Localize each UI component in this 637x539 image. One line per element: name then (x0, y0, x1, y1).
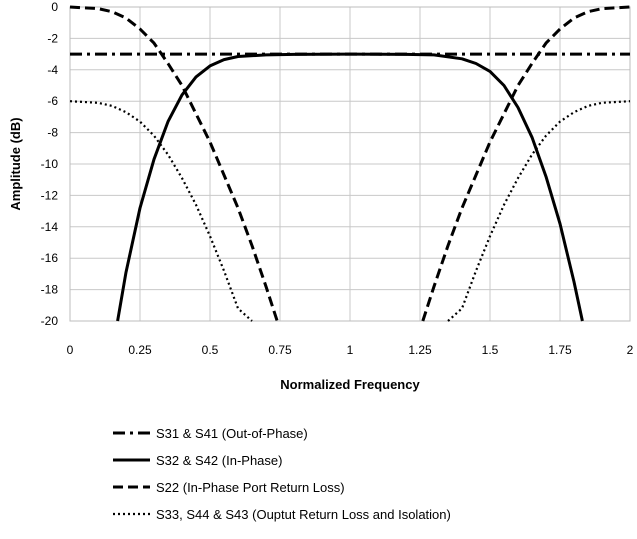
legend-label: S32 & S42 (In-Phase) (156, 453, 282, 468)
series-line (69, 5, 279, 322)
plot-area (69, 6, 631, 322)
y-tick-label: -16 (41, 251, 59, 265)
y-tick-label: -14 (41, 220, 59, 234)
series-2 (116, 52, 584, 322)
x-tick-label: 1.5 (482, 343, 499, 357)
y-tick-label: -18 (41, 283, 59, 297)
x-tick-label: 0.25 (128, 343, 152, 357)
y-tick-label: -12 (41, 188, 59, 202)
series-line (69, 100, 253, 322)
y-tick-label: -20 (41, 314, 59, 328)
y-tick-label: 0 (51, 0, 58, 14)
grid (69, 6, 631, 322)
x-tick-label: 1.25 (408, 343, 432, 357)
legend-label: S33, S44 & S43 (Ouptut Return Loss and I… (156, 507, 451, 522)
legend-item: S31 & S41 (Out-of-Phase) (113, 426, 308, 441)
legend-label: S31 & S41 (Out-of-Phase) (156, 426, 308, 441)
y-tick-labels: 0 -2 -4 -6 -8 -10 -12 -14 -16 -18 -20 (41, 0, 59, 328)
y-tick-label: -8 (47, 126, 58, 140)
series-line (421, 5, 631, 322)
legend-item: S32 & S42 (In-Phase) (113, 453, 282, 468)
x-tick-label: 1.75 (548, 343, 572, 357)
x-tick-label: 1 (347, 343, 354, 357)
x-tick-label: 0.75 (268, 343, 292, 357)
y-tick-label: -4 (47, 63, 58, 77)
series-line (116, 52, 584, 322)
x-tick-labels: 0 0.25 0.5 0.75 1 1.25 1.5 1.75 2 (67, 343, 634, 357)
y-tick-label: -10 (41, 157, 59, 171)
series-3 (69, 5, 631, 322)
legend-item: S33, S44 & S43 (Ouptut Return Loss and I… (113, 507, 451, 522)
legend: S31 & S41 (Out-of-Phase) S32 & S42 (In-Ph… (113, 426, 451, 522)
y-tick-label: -6 (47, 94, 58, 108)
x-tick-label: 0 (67, 343, 74, 357)
y-axis-title: Amplitude (dB) (8, 117, 23, 210)
series-layer (69, 5, 631, 322)
x-tick-label: 2 (627, 343, 634, 357)
x-axis-title: Normalized Frequency (280, 377, 420, 392)
y-tick-label: -2 (47, 31, 58, 45)
series-line (447, 100, 631, 322)
legend-label: S22 (In-Phase Port Return Loss) (156, 480, 345, 495)
legend-item: S22 (In-Phase Port Return Loss) (113, 480, 345, 495)
x-tick-label: 0.5 (202, 343, 219, 357)
